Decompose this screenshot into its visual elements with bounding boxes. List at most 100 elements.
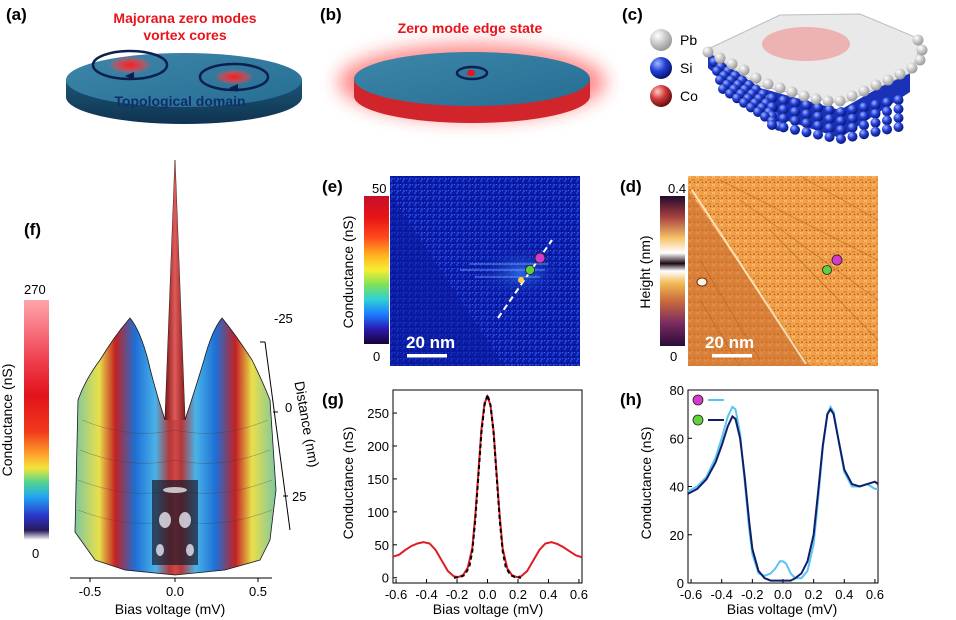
- conductance-map-lower-domain: [390, 176, 504, 366]
- panel-b-title: Zero mode edge state: [398, 20, 543, 36]
- surface-defect: [696, 277, 708, 287]
- x-tick-label: 0.4: [835, 587, 853, 602]
- series-line-data: [392, 393, 583, 579]
- x-tick-label: 0.0: [478, 587, 496, 602]
- si-atom: [847, 131, 858, 142]
- si-atom: [790, 106, 800, 117]
- pb-atom: [726, 58, 738, 70]
- vortex-center-marker: [518, 277, 524, 283]
- si-atom: [813, 129, 823, 140]
- si-atom: [767, 120, 777, 130]
- panel-f: (f) Conductance (nS) 270 0 -0.5 0.0 0.5: [0, 159, 322, 617]
- si-atom: [824, 123, 835, 133]
- si-atom: [790, 115, 800, 126]
- pb-atom: [786, 86, 798, 98]
- panel-e-scalebar: [407, 354, 447, 358]
- panel-g-label: (g): [322, 390, 344, 409]
- panel-a-label: (a): [6, 5, 27, 24]
- panel-h-ylabel: Conductance (nS): [638, 427, 654, 540]
- co-cluster-region: [762, 27, 850, 61]
- panel-d-scalebar: [712, 354, 752, 358]
- panel-c: (c) Pb Si Co: [622, 5, 928, 144]
- panel-e-label: (e): [322, 177, 343, 196]
- si-atom: [836, 116, 846, 126]
- pb-atom: [914, 54, 926, 66]
- panel-f-cb-min: 0: [32, 546, 39, 561]
- y-tick-label: 250: [367, 406, 389, 421]
- pb-atom: [750, 72, 762, 84]
- y-tick-label: 50: [375, 538, 389, 553]
- panel-f-dtick-label-1: 0: [285, 400, 292, 415]
- panel-h-label: (h): [620, 390, 642, 409]
- x-tick-label: 0.6: [866, 587, 884, 602]
- y-tick-label: 0: [382, 571, 389, 586]
- si-atom: [859, 120, 869, 131]
- si-atom: [824, 105, 835, 115]
- legend-marker-magenta-point: [692, 394, 704, 406]
- pb-atom: [834, 95, 846, 107]
- pb-atom: [906, 62, 918, 74]
- x-tick-label: -0.6: [680, 587, 702, 602]
- panel-e: (e) Conductance (nS) 50 0 20 nm: [322, 176, 580, 366]
- pb-atom: [774, 82, 786, 94]
- y-tick-label: 0: [677, 576, 684, 591]
- panel-e-cb-min: 0: [373, 349, 380, 364]
- si-atom: [847, 113, 858, 124]
- si-atom: [893, 113, 904, 123]
- panel-c-label: (c): [622, 5, 643, 24]
- pb-atom: [822, 95, 834, 107]
- crystal-slab: [702, 13, 928, 144]
- si-atom: [813, 111, 823, 122]
- topography-lower-terrace: [688, 176, 810, 366]
- x-tick-label: 0.6: [570, 587, 588, 602]
- co-atom-icon: [650, 85, 672, 107]
- si-atom: [836, 125, 846, 135]
- panel-b: (b) Zero mode edge state: [320, 5, 606, 123]
- x-tick-label: -0.4: [711, 587, 733, 602]
- chart-g: -0.6 -0.4 -0.2 0.0 0.2 0.4 0.6 0 50 100 150 200 250: [367, 389, 588, 602]
- step-edge: [691, 189, 807, 365]
- si-atom: [847, 104, 858, 115]
- point-magenta-marker-d: [831, 254, 843, 266]
- si-atom: [778, 122, 789, 133]
- panel-f-xtick-label-0: -0.5: [79, 584, 101, 599]
- vortex-ring-b: [455, 65, 489, 81]
- x-tick-label: 0.4: [539, 587, 557, 602]
- pb-atom: [702, 46, 714, 58]
- x-tick-label: -0.4: [415, 587, 437, 602]
- si-atom: [778, 104, 789, 115]
- point-green-marker-e: [525, 265, 535, 275]
- pb-atom-array: [702, 34, 928, 107]
- vortex-core-b: [467, 70, 475, 76]
- legend-pb: Pb: [680, 32, 697, 48]
- si-atom: [870, 126, 881, 137]
- chart-h: -0.6 -0.4 -0.2 0.0 0.2 0.4 0.6 0 20 40 60 80: [670, 383, 884, 602]
- panel-d-colorbar: [660, 196, 685, 346]
- si-atom: [790, 124, 800, 135]
- y-tick-label: 100: [367, 505, 389, 520]
- vortex-arrow-2: [229, 84, 238, 92]
- plot-frame: [687, 389, 879, 584]
- panel-f-cb-max: 270: [24, 282, 46, 297]
- panel-f-distance-axis: [264, 341, 291, 531]
- si-atom: [801, 100, 812, 111]
- topological-domain-label: Topological domain: [114, 93, 245, 109]
- x-tick-label: -0.6: [385, 587, 407, 602]
- pb-atom-icon: [650, 29, 672, 51]
- si-atom: [859, 129, 869, 140]
- linecut-path: [497, 239, 553, 319]
- si-atom: [893, 122, 904, 132]
- panel-b-label: (b): [320, 5, 342, 24]
- si-atom: [870, 99, 881, 110]
- si-atom: [859, 102, 869, 113]
- legend-marker-green-point: [692, 414, 704, 426]
- panel-a: (a) Majorana zero modes vortex cores Top…: [6, 5, 302, 124]
- y-tick-label: 150: [367, 472, 389, 487]
- zero-bias-peak: [165, 160, 185, 420]
- panel-f-xtick-label-2: 0.5: [249, 584, 267, 599]
- vortex-ring-1: [91, 49, 169, 81]
- si-atom: [882, 106, 892, 117]
- pb-atom: [894, 68, 906, 80]
- si-atom: [893, 95, 904, 105]
- pb-atom: [798, 90, 810, 102]
